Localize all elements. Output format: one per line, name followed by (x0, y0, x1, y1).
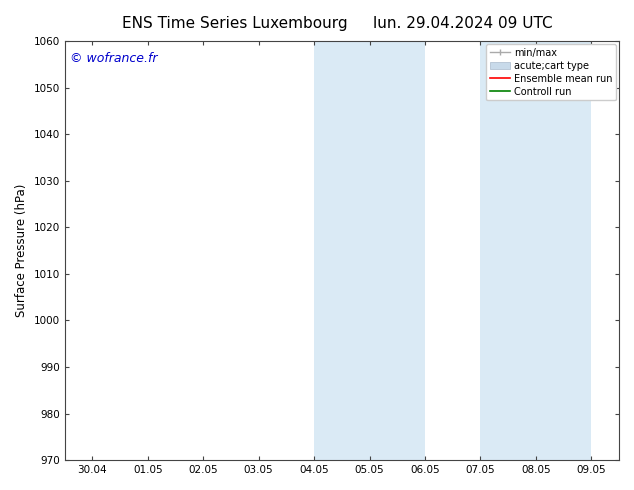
Y-axis label: Surface Pressure (hPa): Surface Pressure (hPa) (15, 184, 28, 318)
Bar (314, 41, 370, 460)
Text: lun. 29.04.2024 09 UTC: lun. 29.04.2024 09 UTC (373, 16, 553, 31)
Bar (481, 41, 536, 460)
Text: ENS Time Series Luxembourg: ENS Time Series Luxembourg (122, 16, 347, 31)
Text: © wofrance.fr: © wofrance.fr (70, 51, 158, 65)
Legend: min/max, acute;cart type, Ensemble mean run, Controll run: min/max, acute;cart type, Ensemble mean … (486, 44, 616, 100)
Bar (370, 41, 425, 460)
Bar (536, 41, 592, 460)
